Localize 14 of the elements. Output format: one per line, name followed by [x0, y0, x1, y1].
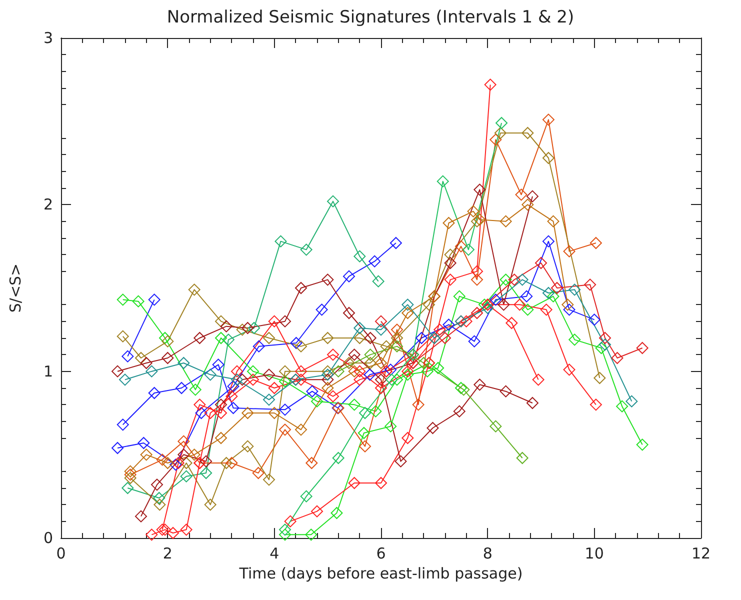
x-tick-label: 8: [482, 544, 492, 562]
y-tick-label: 1: [43, 362, 53, 380]
y-tick-label: 0: [43, 529, 53, 547]
x-tick-label: 4: [270, 544, 280, 562]
x-tick-label: 12: [691, 544, 711, 562]
y-axis-title: S/<S>: [6, 263, 24, 313]
x-tick-label: 6: [376, 544, 386, 562]
x-tick-label: 0: [56, 544, 66, 562]
x-axis-title: Time (days before east-limb passage): [238, 564, 523, 582]
x-tick-label: 2: [162, 544, 172, 562]
chart-title: Normalized Seismic Signatures (Intervals 1 & 2): [166, 8, 574, 28]
x-tick-label: 10: [584, 544, 604, 562]
y-tick-label: 2: [43, 196, 53, 214]
y-tick-label: 3: [43, 29, 53, 47]
